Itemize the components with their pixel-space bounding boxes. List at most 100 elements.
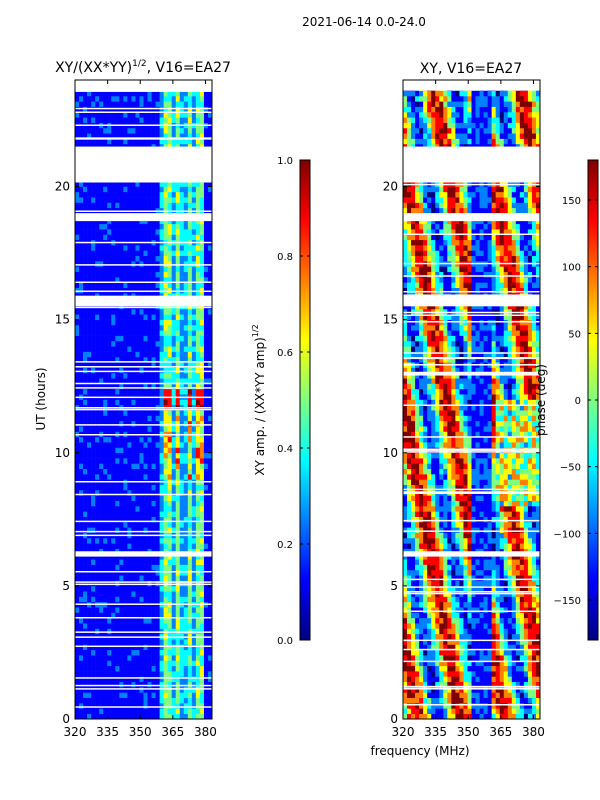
heatmap-cell <box>179 303 185 310</box>
heatmap-cell <box>499 713 505 720</box>
heatmap-cell <box>111 617 116 624</box>
heatmap-cell <box>79 90 84 97</box>
heatmap-cell <box>95 266 100 273</box>
heatmap-cell <box>159 585 164 592</box>
flagged-line <box>75 111 212 113</box>
heatmap-cell <box>495 596 501 603</box>
heatmap-cell <box>439 633 444 640</box>
heatmap-cell <box>127 521 132 528</box>
heatmap-cell <box>167 138 173 145</box>
heatmap-cell <box>167 319 173 326</box>
colorbar-tick-label: 0.0 <box>277 636 293 647</box>
heatmap-cell <box>143 255 148 262</box>
heatmap-cell <box>455 703 460 709</box>
heatmap-cell <box>99 202 104 209</box>
heatmap-cell <box>127 308 132 315</box>
heatmap-cell <box>135 452 140 459</box>
heatmap-cell <box>135 596 140 603</box>
heatmap-cell <box>163 351 168 358</box>
flagged-line <box>75 493 212 496</box>
heatmap-cell <box>119 537 124 544</box>
heatmap-cell <box>123 639 128 645</box>
heatmap-cell <box>199 324 205 331</box>
heatmap-cell <box>143 676 148 683</box>
flagged-row <box>75 146 212 183</box>
heatmap-cell <box>143 426 148 432</box>
heatmap-cell <box>143 111 148 118</box>
heatmap-cell <box>147 665 152 672</box>
heatmap-cell <box>155 617 160 624</box>
heatmap-cell <box>183 463 189 470</box>
heatmap-cell <box>487 697 492 704</box>
heatmap-cell <box>131 516 136 523</box>
heatmap-cell <box>179 607 185 613</box>
heatmap-cell <box>119 527 124 533</box>
heatmap-cell <box>191 303 197 310</box>
heatmap-cell <box>167 580 173 587</box>
heatmap-cell <box>135 463 140 470</box>
heatmap-cell <box>91 138 96 145</box>
heatmap-cell <box>99 580 104 587</box>
heatmap-cell <box>159 223 164 230</box>
heatmap-cell <box>147 191 152 198</box>
heatmap-cell <box>523 607 529 613</box>
heatmap-cell <box>195 490 201 496</box>
heatmap-cell <box>203 138 209 145</box>
heatmap-cell <box>523 601 529 608</box>
heatmap-cell <box>187 703 193 709</box>
heatmap-cell <box>503 601 509 608</box>
heatmap-cell <box>83 543 88 549</box>
heatmap-cell <box>203 591 209 597</box>
heatmap-cell <box>443 671 448 677</box>
heatmap-cell <box>199 612 205 619</box>
heatmap-cell <box>187 708 193 714</box>
heatmap-cell <box>107 697 112 704</box>
heatmap-cell <box>135 580 140 587</box>
heatmap-cell <box>151 106 156 113</box>
heatmap-cell <box>187 234 193 241</box>
heatmap-cell <box>175 346 181 352</box>
heatmap-cell <box>139 415 144 422</box>
heatmap-cell <box>427 687 432 693</box>
heatmap-cell <box>183 495 189 501</box>
heatmap-cell <box>91 245 96 251</box>
heatmap-cell <box>91 521 96 528</box>
heatmap-cell <box>183 197 189 203</box>
heatmap-cell <box>435 617 440 624</box>
flagged-line <box>75 570 212 573</box>
heatmap-cell <box>207 596 213 603</box>
heatmap-cell <box>139 580 144 587</box>
heatmap-cell <box>175 697 181 704</box>
heatmap-cell <box>75 388 80 395</box>
heatmap-cell <box>427 697 432 704</box>
heatmap-cell <box>111 330 116 336</box>
colorbar-tick-label: 0.6 <box>277 348 293 359</box>
heatmap-cell <box>167 197 173 203</box>
heatmap-cell <box>163 527 168 533</box>
heatmap-cell <box>407 703 412 709</box>
heatmap-cell <box>487 617 492 624</box>
heatmap-cell <box>507 676 513 683</box>
heatmap-cell <box>155 218 160 225</box>
heatmap-cell <box>195 388 201 395</box>
heatmap-cell <box>123 319 128 326</box>
heatmap-cell <box>415 713 420 720</box>
heatmap-cell <box>95 543 100 549</box>
heatmap-cell <box>103 271 108 278</box>
heatmap-cell <box>147 218 152 225</box>
heatmap-cell <box>83 655 88 661</box>
heatmap-cell <box>131 127 136 134</box>
heatmap-cell <box>171 655 177 661</box>
heatmap-cell <box>139 655 144 661</box>
heatmap-cell <box>187 367 193 374</box>
heatmap-cell <box>207 639 213 645</box>
heatmap-cell <box>523 671 529 677</box>
heatmap-cell <box>107 639 112 645</box>
heatmap-cell <box>151 330 156 336</box>
heatmap-cell <box>115 708 120 714</box>
heatmap-cell <box>155 612 160 619</box>
heatmap-cell <box>111 612 116 619</box>
heatmap-cell <box>407 655 412 661</box>
heatmap-cell <box>107 671 112 677</box>
heatmap-cell <box>167 378 173 384</box>
